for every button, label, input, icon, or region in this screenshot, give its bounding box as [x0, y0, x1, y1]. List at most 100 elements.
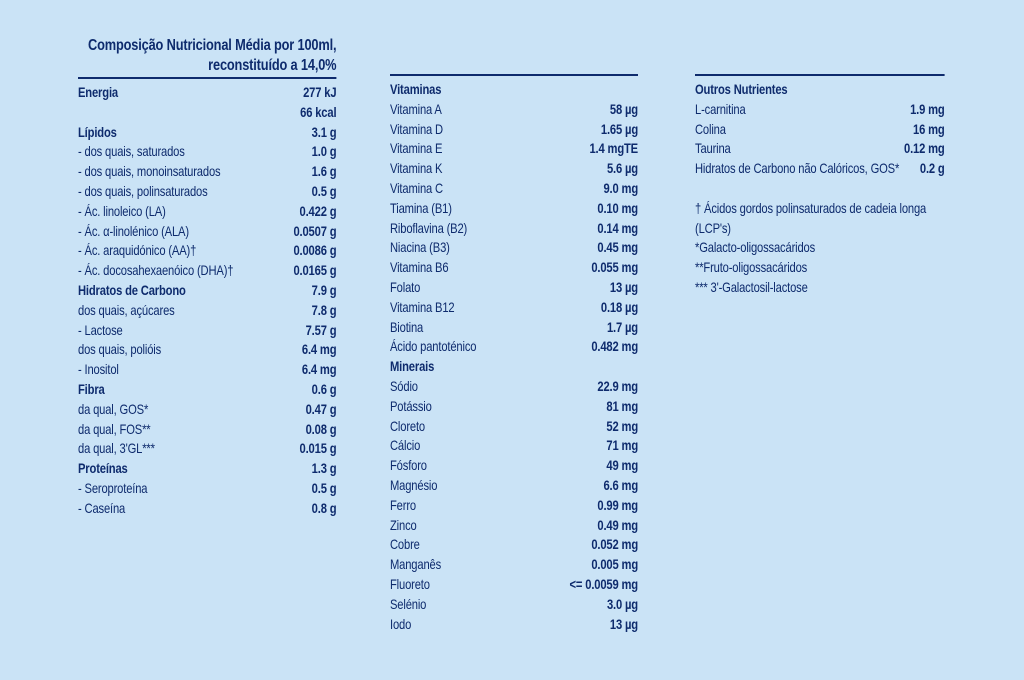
- nutrient-label: - dos quais, monoinsaturados: [78, 163, 221, 180]
- nutrient-label: Vitaminas: [390, 81, 442, 97]
- nutrient-value: 22.9 mg: [597, 377, 638, 394]
- nutrient-row: Lípidos 3.1 g: [78, 123, 337, 143]
- nutrient-row: Taurina 0.12 mg: [695, 139, 945, 159]
- nutrient-value: 66 kcal: [300, 103, 337, 120]
- macronutrients-rows: Energia 277 kJ 66 kcal Lípidos 3.1 g - dos qu…: [78, 83, 337, 519]
- nutrient-label: da qual, 3'GL***: [78, 440, 155, 457]
- nutrient-label: Hidratos de Carbono não Calóricos, GOS*: [695, 160, 900, 177]
- nutrient-value: 0.10 mg: [597, 199, 638, 216]
- nutrient-label: Ferro: [390, 496, 416, 513]
- nutrient-label: Cálcio: [390, 437, 421, 454]
- nutrient-label: Vitamina B12: [390, 298, 455, 315]
- panel-title: Composição Nutricional Média por 100ml, …: [78, 36, 337, 76]
- nutrient-value: 71 mg: [606, 437, 638, 454]
- nutrient-row: Vitamina C 9.0 mg: [390, 179, 638, 199]
- nutrient-row: Colina 16 mg: [695, 120, 945, 140]
- nutrient-value: 13 µg: [609, 615, 638, 632]
- nutrient-value: 0.015 g: [299, 440, 337, 457]
- nutrient-row: L-carnitina 1.9 mg: [695, 100, 945, 120]
- nutrient-row: Hidratos de Carbono não Calóricos, GOS* 0…: [695, 159, 945, 179]
- nutrient-label: L-carnitina: [695, 100, 746, 117]
- nutrient-value: 7.57 g: [305, 321, 337, 338]
- nutrient-row: Fluoreto <= 0.0059 mg: [390, 575, 638, 595]
- nutrient-label: - Ác. araquidónico (AA)†: [78, 242, 197, 259]
- nutrient-row: Hidratos de Carbono 7.9 g: [78, 281, 337, 301]
- nutrient-row: - Ác. α-linolénico (ALA) 0.0507 g: [78, 222, 337, 242]
- nutrient-value: 49 mg: [606, 457, 638, 474]
- nutrient-value: 0.055 mg: [591, 259, 638, 276]
- nutrient-row: Magnésio 6.6 mg: [390, 476, 638, 496]
- nutrient-label: Proteínas: [78, 460, 128, 477]
- nutrient-row: Cobre 0.052 mg: [390, 535, 638, 555]
- nutrient-value: <= 0.0059 mg: [569, 575, 639, 592]
- nutrient-row: Proteínas 1.3 g: [78, 459, 337, 479]
- column-vitamins-minerals: Vitaminas Vitamina A 58 µg Vitamina D 1.65 µ…: [390, 74, 638, 634]
- nutrient-row: - Inositol 6.4 mg: [78, 360, 337, 380]
- nutrient-label: Vitamina C: [390, 179, 443, 196]
- nutrient-row: Ácido pantoténico 0.482 mg: [390, 337, 638, 357]
- nutrient-label: Cloreto: [390, 417, 425, 434]
- nutrient-row: Niacina (B3) 0.45 mg: [390, 238, 638, 258]
- nutrient-row: dos quais, polióis 6.4 mg: [78, 340, 337, 360]
- nutrient-value: 52 mg: [606, 417, 638, 434]
- nutrient-label: dos quais, açúcares: [78, 301, 175, 318]
- nutrient-value: 1.6 g: [311, 163, 337, 180]
- nutrient-row: - Ác. linoleico (LA) 0.422 g: [78, 202, 337, 222]
- nutrient-label: Vitamina K: [390, 160, 443, 177]
- nutrient-row: Energia 277 kJ: [78, 83, 337, 103]
- nutrient-label: Tiamina (B1): [390, 199, 452, 216]
- nutrient-value: 1.9 mg: [910, 100, 945, 117]
- nutrient-label: - dos quais, polinsaturados: [78, 182, 208, 199]
- section-header-row: Outros Nutrientes: [695, 80, 945, 100]
- nutrient-row: Ferro 0.99 mg: [390, 496, 638, 516]
- nutrient-value: 0.18 µg: [600, 298, 638, 315]
- footnote-line: † Ácidos gordos polinsaturados de cadeia…: [695, 199, 927, 216]
- nutrient-value: 0.12 mg: [904, 140, 945, 157]
- nutrient-value: 0.0086 g: [293, 242, 337, 259]
- nutrient-label: Riboflavina (B2): [390, 219, 468, 236]
- nutrient-row: Riboflavina (B2) 0.14 mg: [390, 219, 638, 239]
- nutrient-value: 7.8 g: [311, 301, 337, 318]
- nutrient-row: da qual, 3'GL*** 0.015 g: [78, 439, 337, 459]
- nutrient-row: Iodo 13 µg: [390, 615, 638, 635]
- nutrient-value: 0.45 mg: [597, 239, 638, 256]
- nutrient-value: 0.8 g: [311, 499, 337, 516]
- nutrient-value: 0.49 mg: [597, 516, 638, 533]
- nutrient-label: da qual, FOS**: [78, 420, 151, 437]
- section-header-row: Vitaminas: [390, 80, 638, 100]
- nutrient-row: Selénio 3.0 µg: [390, 595, 638, 615]
- nutrient-value: 0.0165 g: [293, 262, 337, 279]
- nutrient-value: 81 mg: [606, 397, 638, 414]
- nutrient-label: - dos quais, saturados: [78, 143, 185, 160]
- nutrient-row: 66 kcal: [78, 103, 336, 123]
- nutrient-value: 0.6 g: [311, 380, 337, 397]
- nutrient-row: - Lactose 7.57 g: [78, 321, 337, 341]
- nutrient-label: Vitamina E: [390, 140, 443, 157]
- nutrient-row: Sódio 22.9 mg: [390, 377, 638, 397]
- divider-rule: [390, 74, 638, 76]
- nutrient-row: Zinco 0.49 mg: [390, 516, 638, 536]
- nutrient-label: - Caseína: [78, 499, 126, 516]
- nutrient-label: Minerais: [390, 358, 435, 375]
- nutrient-label: - Ác. α-linolénico (ALA): [78, 222, 189, 239]
- nutrient-label: Cobre: [390, 536, 420, 553]
- nutrient-row: Vitamina K 5.6 µg: [390, 159, 638, 179]
- nutrient-row: Vitamina E 1.4 mgTE: [390, 139, 638, 159]
- nutrient-label: Fibra: [78, 380, 105, 397]
- nutrient-label: Energia: [78, 84, 118, 100]
- nutrient-row: Vitamina B6 0.055 mg: [390, 258, 638, 278]
- footnote-line: (LCP's): [695, 219, 731, 236]
- nutrient-row: Fósforo 49 mg: [390, 456, 638, 476]
- nutrient-label: Fluoreto: [390, 575, 430, 592]
- nutrient-row: - dos quais, polinsaturados 0.5 g: [78, 182, 337, 202]
- nutrient-label: Lípidos: [78, 123, 117, 140]
- nutrient-value: 6.4 mg: [301, 361, 337, 378]
- nutrient-value: 0.422 g: [299, 202, 337, 219]
- nutrient-row: Cloreto 52 mg: [390, 417, 638, 437]
- nutrient-value: 58 µg: [609, 100, 638, 117]
- divider-rule: [78, 77, 337, 79]
- column-other-nutrients: Outros Nutrientes L-carnitina 1.9 mg Colina…: [695, 74, 945, 298]
- nutrient-label: Potássio: [390, 397, 432, 414]
- nutrient-row: - Caseína 0.8 g: [78, 499, 337, 519]
- nutrient-label: Selénio: [390, 595, 427, 612]
